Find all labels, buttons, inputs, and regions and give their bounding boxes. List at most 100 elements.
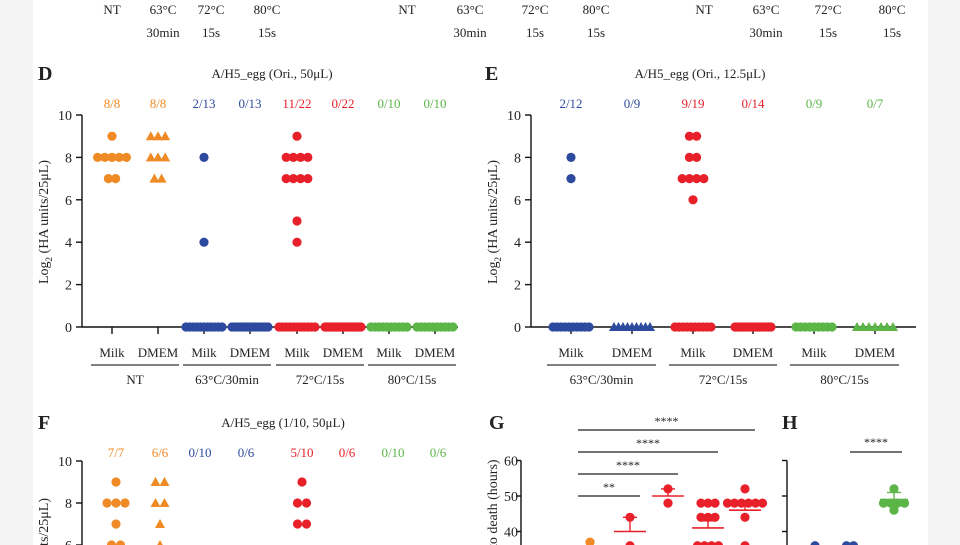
data-point (729, 498, 740, 508)
y-tick-label: 4 (65, 236, 72, 251)
x-category-label: Milk (376, 345, 402, 360)
x-category-label: DMEM (612, 345, 653, 360)
x-group-label: 80°C/15s (388, 372, 437, 387)
top-strip-label: NT (695, 2, 712, 17)
significance-label: **** (864, 435, 888, 449)
x-category-label: DMEM (138, 345, 179, 360)
x-category-label: DMEM (855, 345, 896, 360)
x-category-label: Milk (558, 345, 584, 360)
data-point (103, 174, 113, 184)
top-strip-sublabel: 30min (749, 25, 783, 40)
data-point (292, 519, 303, 529)
data-point (750, 498, 761, 508)
top-strip-label: NT (398, 2, 415, 17)
ratio-label: 0/10 (381, 445, 404, 460)
data-point (878, 498, 889, 508)
panel-letter: H (782, 412, 798, 434)
data-point (684, 152, 695, 162)
data-point (841, 541, 852, 545)
y-tick-label: 8 (65, 151, 72, 166)
significance-label: **** (655, 414, 679, 428)
data-point (106, 540, 117, 545)
data-point (153, 131, 163, 141)
data-point (699, 541, 710, 545)
top-strip-label: 72°C (815, 2, 842, 17)
data-point (713, 541, 724, 545)
ratio-label: 5/10 (290, 445, 313, 460)
data-point (157, 540, 163, 545)
data-point (301, 519, 312, 529)
data-point (585, 537, 595, 545)
data-point (692, 174, 702, 184)
data-point (111, 174, 121, 184)
data-point (160, 152, 171, 162)
ratio-label: 0/22 (331, 96, 354, 111)
data-point (111, 519, 121, 529)
data-point (303, 174, 313, 184)
ratio-label: 0/6 (430, 445, 447, 460)
data-point (740, 484, 750, 494)
ratio-label: 0/9 (806, 96, 823, 111)
data-point (303, 152, 313, 162)
top-strip-label: 72°C (198, 2, 225, 17)
data-point (885, 498, 896, 508)
x-group-label: 72°C/15s (296, 372, 345, 387)
data-point (645, 322, 655, 331)
data-point (114, 152, 124, 162)
ratio-label: 6/6 (152, 445, 169, 460)
data-point (625, 541, 635, 545)
data-point (889, 484, 899, 494)
figure-canvas: NT 63°C 30min 72°C 15s 80°C 15s NT 63°C 30min 72°C… (33, 0, 928, 545)
ratio-label: 8/8 (104, 96, 121, 111)
ratio-label: 0/7 (867, 96, 884, 111)
data-point (827, 322, 837, 332)
y-tick-label: 10 (507, 109, 521, 124)
y-axis-label: Log2 (HA units/25μL) (486, 160, 503, 284)
data-point (663, 498, 673, 508)
ratio-label: 8/8 (150, 96, 167, 111)
top-strip-sublabel: 15s (587, 25, 605, 40)
panel-title: A/H5_egg (Ori., 50μL) (211, 66, 332, 81)
top-strip-label: 80°C (879, 2, 906, 17)
x-category-label: DMEM (733, 345, 774, 360)
data-point (107, 152, 117, 162)
y-tick-label: 10 (58, 109, 72, 124)
data-point (149, 173, 160, 183)
data-point (740, 512, 750, 522)
panel-letter: G (489, 412, 505, 434)
data-point (288, 152, 298, 162)
data-point (692, 541, 703, 545)
y-tick-label: 6 (65, 194, 72, 209)
ratio-label: 0/9 (624, 96, 641, 111)
data-point (684, 131, 695, 141)
data-point (566, 174, 576, 184)
x-category-label: DMEM (230, 345, 271, 360)
ratio-label: 11/22 (282, 96, 311, 111)
data-point (706, 322, 716, 332)
data-point (115, 540, 126, 545)
ratio-label: 0/13 (238, 96, 261, 111)
ratio-label: 7/7 (108, 445, 125, 460)
data-point (757, 498, 768, 508)
data-point (356, 322, 366, 332)
y-tick-label: 8 (65, 497, 72, 512)
data-point (281, 152, 291, 162)
x-category-label: Milk (99, 345, 125, 360)
data-point (696, 498, 706, 508)
panel-title: A/H5_egg (Ori., 12.5μL) (635, 66, 766, 81)
top-strip-sublabel: 15s (526, 25, 544, 40)
top-strip-label: 63°C (457, 2, 484, 17)
data-point (740, 541, 750, 545)
data-point (296, 174, 306, 184)
data-point (296, 152, 306, 162)
top-strip-label: 80°C (254, 2, 281, 17)
significance-label: **** (616, 458, 640, 472)
ratio-label: 0/10 (423, 96, 446, 111)
data-point (120, 498, 130, 508)
top-strip-label: 63°C (753, 2, 780, 17)
figure-svg: NT 63°C 30min 72°C 15s 80°C 15s NT 63°C 30min 72°C… (37, 2, 916, 545)
data-point (848, 541, 859, 545)
data-point (710, 512, 720, 522)
x-group-label: 63°C/30min (195, 372, 259, 387)
data-point (100, 152, 110, 162)
